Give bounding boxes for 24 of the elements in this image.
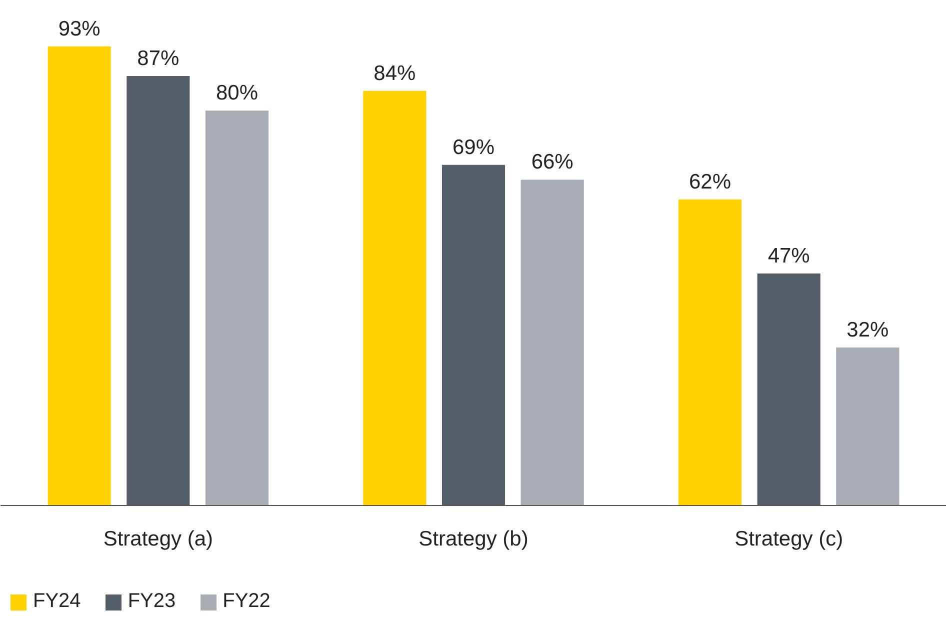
x-tick-label: Strategy (c) — [734, 528, 844, 550]
data-label: 47% — [768, 244, 810, 268]
bar — [363, 90, 426, 506]
bar — [442, 164, 506, 506]
bar — [678, 199, 742, 506]
data-label: 69% — [452, 136, 495, 159]
bar — [520, 180, 584, 506]
data-label: 62% — [688, 170, 732, 194]
x-tick-label: Strategy (a) — [103, 528, 214, 550]
legend-label: FY24 — [33, 590, 81, 613]
data-label: 66% — [531, 150, 574, 174]
data-label: 87% — [137, 47, 180, 70]
bar — [757, 273, 820, 506]
bar — [205, 110, 269, 506]
data-label: 32% — [846, 318, 889, 342]
bar — [48, 46, 111, 506]
legend-label: FY23 — [128, 590, 176, 613]
data-label: 93% — [58, 17, 100, 40]
x-tick-label: Strategy (b) — [418, 528, 528, 550]
legend-label: FY22 — [222, 590, 270, 613]
data-label: 80% — [216, 82, 258, 105]
bar — [836, 348, 900, 506]
bar — [126, 76, 190, 506]
data-label: 84% — [374, 62, 416, 85]
